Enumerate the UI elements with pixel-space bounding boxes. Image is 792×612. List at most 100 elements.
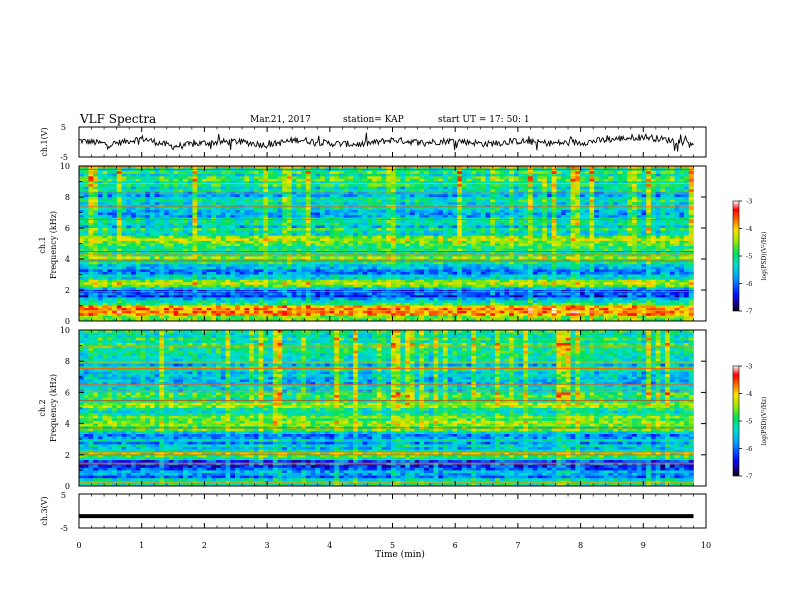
spectrogram-cell xyxy=(438,261,444,265)
spectrogram-cell xyxy=(244,202,250,206)
spectrogram-cell xyxy=(234,261,241,265)
spectrogram-cell xyxy=(376,215,382,219)
spectrogram-cell xyxy=(116,199,122,203)
spectrogram-cell xyxy=(253,243,259,247)
spectrogram-cell xyxy=(570,176,576,180)
spectrogram-cell xyxy=(457,199,463,203)
spectrogram-cell xyxy=(419,181,425,185)
spectrogram-cell xyxy=(390,248,397,252)
spectrogram-cell xyxy=(112,215,118,219)
spectrogram-cell xyxy=(627,235,633,239)
spectrogram-cell xyxy=(182,243,189,247)
spectrogram-cell xyxy=(627,215,633,219)
spectrogram-cell xyxy=(674,225,680,229)
spectrogram-cell xyxy=(546,233,553,237)
spectrogram-cell xyxy=(234,207,241,211)
spectrogram-cell xyxy=(334,178,340,182)
spectrogram-cell xyxy=(145,189,151,193)
spectrogram-cell xyxy=(580,238,586,242)
spectrogram-cell xyxy=(258,225,264,229)
spectrogram-cell xyxy=(499,194,505,198)
spectrogram-cell xyxy=(556,222,562,226)
spectrogram-cell xyxy=(466,184,472,188)
spectrogram-cell xyxy=(249,240,255,244)
spectrogram-cell xyxy=(556,186,562,190)
spectrogram-cell xyxy=(249,264,255,268)
spectrogram-cell xyxy=(149,220,155,224)
spectrogram-cell xyxy=(173,166,179,169)
spectrogram-cell xyxy=(428,199,434,203)
spectrogram-cell xyxy=(343,212,349,216)
spectrogram-cell xyxy=(669,186,675,190)
spectrogram-cell xyxy=(617,204,623,208)
spectrogram-cell xyxy=(457,204,463,208)
spectrogram-cell xyxy=(258,212,264,216)
spectrogram-cell xyxy=(102,173,108,177)
spectrogram-cell xyxy=(296,173,302,177)
spectrogram-cell xyxy=(145,181,151,185)
spectrogram-cell xyxy=(499,168,505,172)
spectrogram-cell xyxy=(164,194,170,198)
spectrogram-cell xyxy=(187,204,193,208)
spectrogram-cell xyxy=(499,233,505,237)
spectrogram-cell xyxy=(305,207,311,211)
spectrogram-cell xyxy=(551,202,557,206)
spectrogram-cell xyxy=(310,220,316,224)
spectrogram-cell xyxy=(679,202,685,206)
spectrogram-cell xyxy=(660,240,666,244)
spectrogram-cell xyxy=(603,199,609,203)
spectrogram-cell xyxy=(93,246,99,250)
spectrogram-cell xyxy=(419,178,425,182)
spectrogram-cell xyxy=(442,215,449,219)
spectrogram-cell xyxy=(182,204,189,208)
spectrogram-cell xyxy=(367,178,373,182)
spectrogram-cell xyxy=(438,212,444,216)
spectrogram-cell xyxy=(112,261,118,265)
spectrogram-cell xyxy=(575,173,581,177)
spectrogram-cell xyxy=(513,238,519,242)
spectrogram-cell xyxy=(116,207,122,211)
spectrogram-cell xyxy=(627,248,633,252)
spectrogram-cell xyxy=(197,207,203,211)
spectrogram-cell xyxy=(249,197,255,200)
spectrogram-cell xyxy=(442,209,449,213)
spectrogram-cell xyxy=(301,178,307,182)
spectrogram-cell xyxy=(632,212,638,216)
spectrogram-cell xyxy=(580,253,586,257)
spectrogram-cell xyxy=(334,209,340,213)
spectrogram-cell xyxy=(310,207,316,211)
spectrogram-cell xyxy=(305,235,311,239)
spectrogram-cell xyxy=(338,189,345,193)
spectrogram-cell xyxy=(584,246,590,250)
spectrogram-cell xyxy=(263,184,269,188)
spectrogram-cell xyxy=(509,256,515,260)
spectrogram-cell xyxy=(206,197,212,200)
spectrogram-cell xyxy=(608,261,614,265)
spectrogram-cell xyxy=(182,173,189,177)
spectrogram-cell xyxy=(457,253,463,257)
spectrogram-cell xyxy=(126,176,132,180)
spectrogram-cell xyxy=(164,225,170,229)
spectrogram-cell xyxy=(660,178,666,182)
spectrogram-cell xyxy=(244,181,250,185)
spectrogram-cell xyxy=(447,259,453,262)
spectrogram-cell xyxy=(570,225,576,229)
spectrogram-cell xyxy=(334,251,340,255)
spectrogram-cell xyxy=(622,166,628,169)
spectrogram-cell xyxy=(537,233,543,237)
spectrogram-cell xyxy=(409,199,415,203)
spectrogram-cell xyxy=(603,220,609,224)
spectrogram-cell xyxy=(367,186,373,190)
spectrogram-cell xyxy=(589,171,595,175)
spectrogram-cell xyxy=(584,173,590,177)
spectrogram-cell xyxy=(372,204,378,208)
spectrogram-cell xyxy=(617,256,623,260)
spectrogram-cell xyxy=(636,178,642,182)
spectrogram-cell xyxy=(97,215,103,219)
spectrogram-cell xyxy=(253,264,259,268)
spectrogram-cell xyxy=(688,189,694,193)
spectrogram-cell xyxy=(88,209,94,213)
spectrogram-cell xyxy=(268,166,274,169)
spectrogram-cell xyxy=(353,240,359,244)
spectrogram-cell xyxy=(253,176,259,180)
